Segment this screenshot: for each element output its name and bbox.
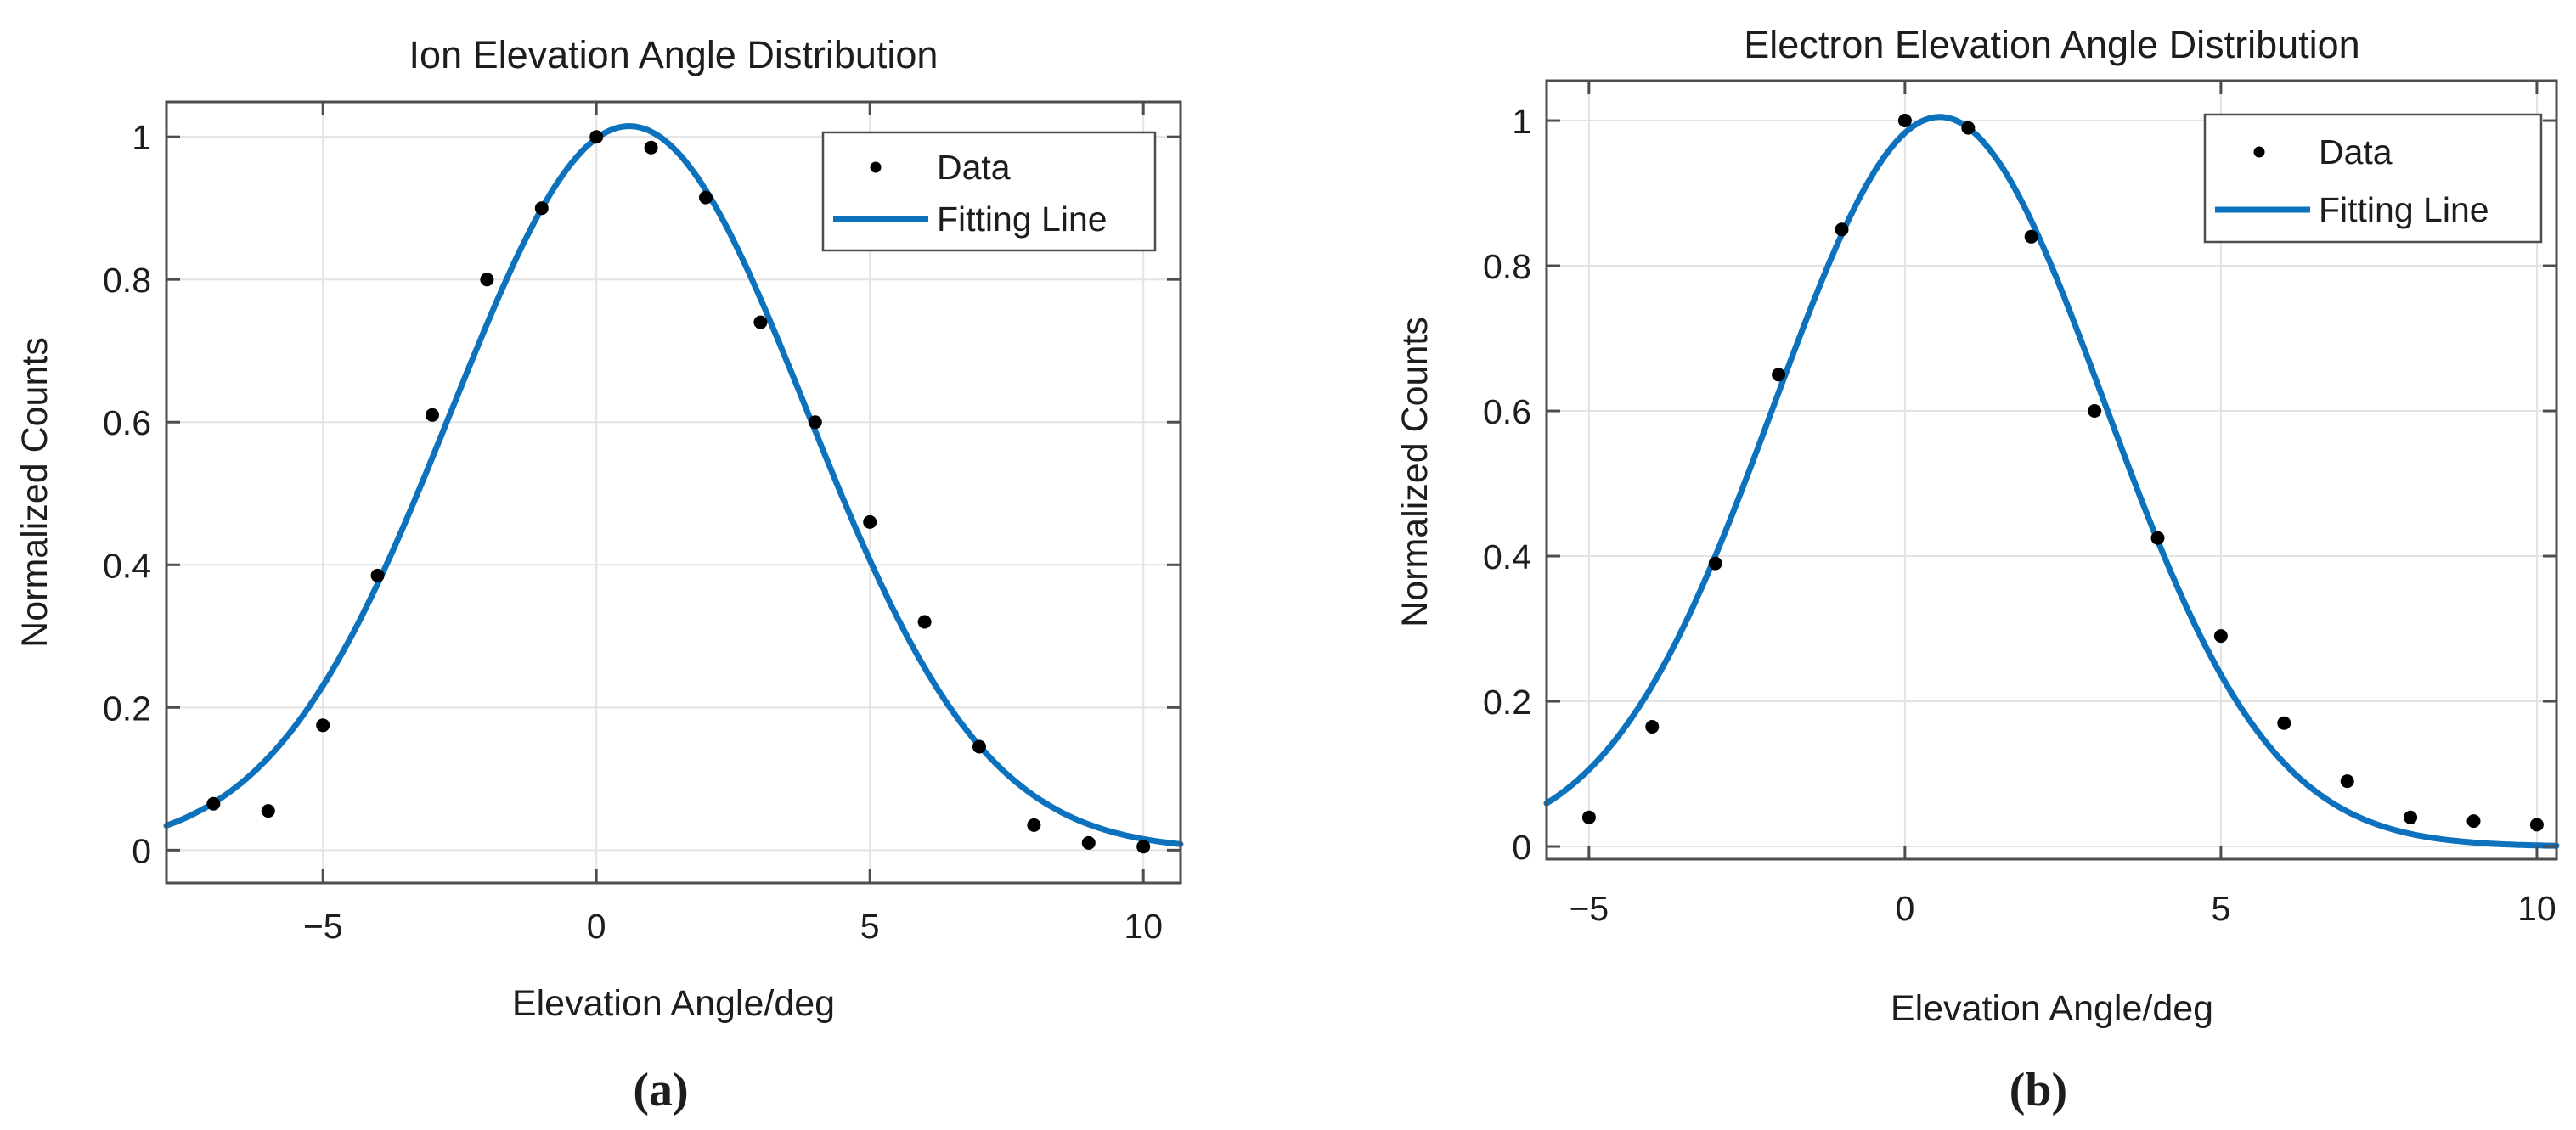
- data-point: [426, 408, 439, 422]
- data-point: [2213, 629, 2228, 644]
- axes-box-ion: [165, 100, 1182, 885]
- plot-area-electron: [1543, 114, 2560, 849]
- y-tick-labels-electron: 0 0.2 0.4 0.6 0.8 1: [1483, 102, 1531, 867]
- data-point: [753, 315, 768, 329]
- data-point: [863, 514, 877, 529]
- panel-ion: −5 0 5 10 0 0.2 0.4 0.6 0.8 1 Ion Elevation Angl…: [14, 33, 1184, 1116]
- data-point: [1136, 840, 1151, 854]
- x-tick-label: 0: [1895, 889, 1914, 928]
- data-point: [1708, 556, 1722, 571]
- x-tick-label: −5: [1569, 889, 1609, 928]
- axis-ticks-ion: [166, 102, 1181, 883]
- y-tick-label: 0: [132, 831, 151, 870]
- data-point: [206, 796, 221, 811]
- chart-title-ion: Ion Elevation Angle Distribution: [409, 33, 939, 76]
- subfigure-caption-a: (a): [633, 1064, 688, 1116]
- panel-electron: −5 0 5 10 0 0.2 0.4 0.6 0.8 1 Electron Elevation…: [1395, 23, 2560, 1116]
- x-tick-label: 0: [587, 907, 606, 946]
- y-tick-label: 0.8: [103, 261, 151, 300]
- x-tick-label: −5: [303, 907, 343, 946]
- y-tick-label: 0: [1512, 828, 1531, 867]
- data-point: [1027, 818, 1041, 832]
- legend-data-marker-icon: [870, 161, 882, 173]
- x-tick-labels-ion: −5 0 5 10: [303, 907, 1163, 946]
- data-point: [1897, 114, 1912, 127]
- data-point: [808, 415, 822, 430]
- data-point: [699, 190, 713, 205]
- data-point: [2277, 716, 2291, 730]
- y-tick-label: 0.6: [1483, 392, 1531, 431]
- y-tick-label: 0.8: [1483, 247, 1531, 286]
- y-tick-label: 0.2: [1483, 683, 1531, 722]
- grid-b: [1547, 81, 2556, 859]
- legend-box-electron: [2203, 113, 2543, 244]
- plot-area-ion: [163, 123, 1184, 854]
- data-point: [2466, 814, 2481, 829]
- legend-ion: Data Fitting Line: [821, 131, 1157, 252]
- data-point: [1835, 222, 1849, 237]
- legend-data-marker-icon: [2253, 146, 2265, 158]
- data-point: [917, 615, 932, 629]
- x-tick-label: 5: [2212, 889, 2231, 928]
- data-point: [2340, 774, 2354, 789]
- data-point: [480, 273, 494, 287]
- subfigure-caption-b: (b): [2010, 1064, 2067, 1116]
- data-point: [2150, 531, 2165, 545]
- data-point: [2404, 810, 2418, 824]
- data-point: [972, 739, 986, 754]
- data-point: [2088, 404, 2102, 418]
- data-point: [1772, 368, 1786, 382]
- axis-ticks-electron: [1547, 81, 2556, 859]
- y-tick-labels-ion: 0 0.2 0.4 0.6 0.8 1: [103, 118, 151, 870]
- x-axis-label-ion: Elevation Angle/deg: [512, 983, 835, 1024]
- x-tick-label: 10: [1124, 907, 1163, 946]
- data-point: [1581, 810, 1596, 824]
- y-tick-label: 1: [132, 118, 151, 157]
- legend-label-fit-ion: Fitting Line: [937, 200, 1108, 239]
- data-point: [644, 140, 658, 155]
- x-axis-label-electron: Elevation Angle/deg: [1891, 988, 2213, 1029]
- y-axis-label-electron: Normalized Counts: [1395, 317, 1435, 627]
- data-point: [370, 568, 385, 582]
- data-point: [534, 201, 549, 216]
- legend-label-data-ion: Data: [937, 148, 1011, 187]
- fitting-line-curve: [163, 123, 1184, 847]
- data-point: [2024, 229, 2038, 244]
- data-point: [1081, 835, 1096, 850]
- data-point: [316, 718, 330, 733]
- y-tick-label: 0.6: [103, 403, 151, 442]
- y-axis-label-ion: Normalized Counts: [14, 337, 55, 648]
- axes-box-electron: [1545, 79, 2558, 861]
- x-tick-label: 10: [2517, 889, 2556, 928]
- data-point: [1645, 720, 1660, 734]
- data-point: [1961, 121, 1976, 135]
- legend-label-data-electron: Data: [2319, 132, 2393, 171]
- chart-title-electron: Electron Elevation Angle Distribution: [1744, 23, 2359, 66]
- data-point: [2529, 818, 2544, 832]
- data-point: [589, 130, 604, 144]
- legend-label-fit-electron: Fitting Line: [2319, 190, 2489, 229]
- y-tick-label: 0.4: [103, 546, 151, 585]
- y-tick-label: 0.4: [1483, 537, 1531, 576]
- y-tick-label: 1: [1512, 102, 1531, 141]
- x-tick-labels-electron: −5 0 5 10: [1569, 889, 2556, 928]
- x-tick-label: 5: [860, 907, 880, 946]
- legend-box-ion: [821, 131, 1157, 252]
- legend-electron: Data Fitting Line: [2203, 113, 2543, 244]
- y-tick-label: 0.2: [103, 689, 151, 728]
- data-point: [261, 804, 275, 818]
